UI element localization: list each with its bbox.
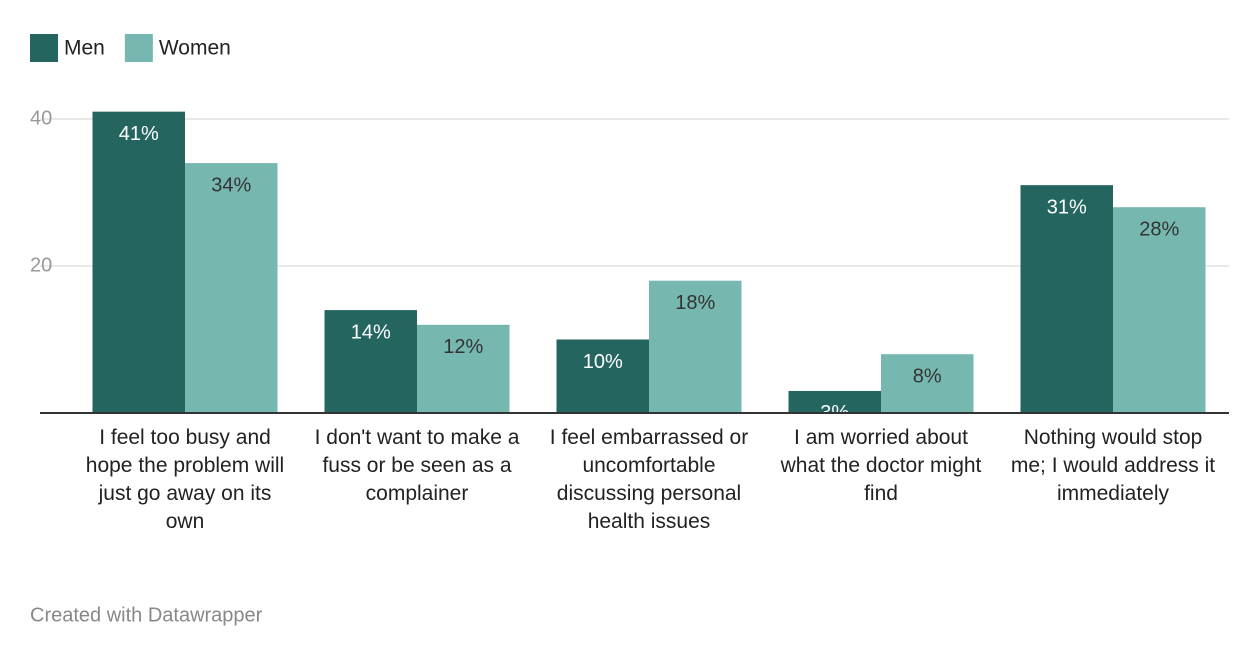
bar xyxy=(417,324,510,413)
bar xyxy=(324,310,417,413)
x-tick-label: I don't want to make a fuss or be seen a… xyxy=(314,426,520,505)
bar xyxy=(1113,207,1206,413)
bar xyxy=(788,390,881,413)
bar xyxy=(1020,185,1113,413)
value-label: 18% xyxy=(675,292,715,314)
y-tick-label: 40 xyxy=(30,107,52,129)
value-label: 8% xyxy=(913,365,942,387)
value-label: 41% xyxy=(119,123,159,145)
value-label: 28% xyxy=(1139,218,1179,240)
footer: Created with Datawrapper xyxy=(30,604,263,626)
bar xyxy=(185,163,278,413)
bar xyxy=(881,354,974,413)
bar xyxy=(556,339,649,413)
value-label: 12% xyxy=(443,336,483,358)
value-label: 14% xyxy=(351,321,391,343)
y-tick-label: 20 xyxy=(30,254,52,276)
value-label: 34% xyxy=(211,174,251,196)
x-tick-label: Nothing would stop me; I would address i… xyxy=(1010,426,1216,505)
value-label: 10% xyxy=(583,351,623,373)
bar xyxy=(649,280,742,413)
x-tick-label: I feel embarrassed or uncomfortable disc… xyxy=(549,426,749,533)
x-tick-label: I feel too busy and hope the problem wil… xyxy=(85,426,285,533)
legend-swatch xyxy=(124,34,153,62)
legend-swatch xyxy=(30,34,58,62)
legend-label: Women xyxy=(159,37,231,60)
bar xyxy=(92,111,185,414)
value-label: 31% xyxy=(1047,196,1087,218)
legend-label: Men xyxy=(64,37,105,60)
x-tick-label: I am worried about what the doctor might… xyxy=(780,426,982,505)
